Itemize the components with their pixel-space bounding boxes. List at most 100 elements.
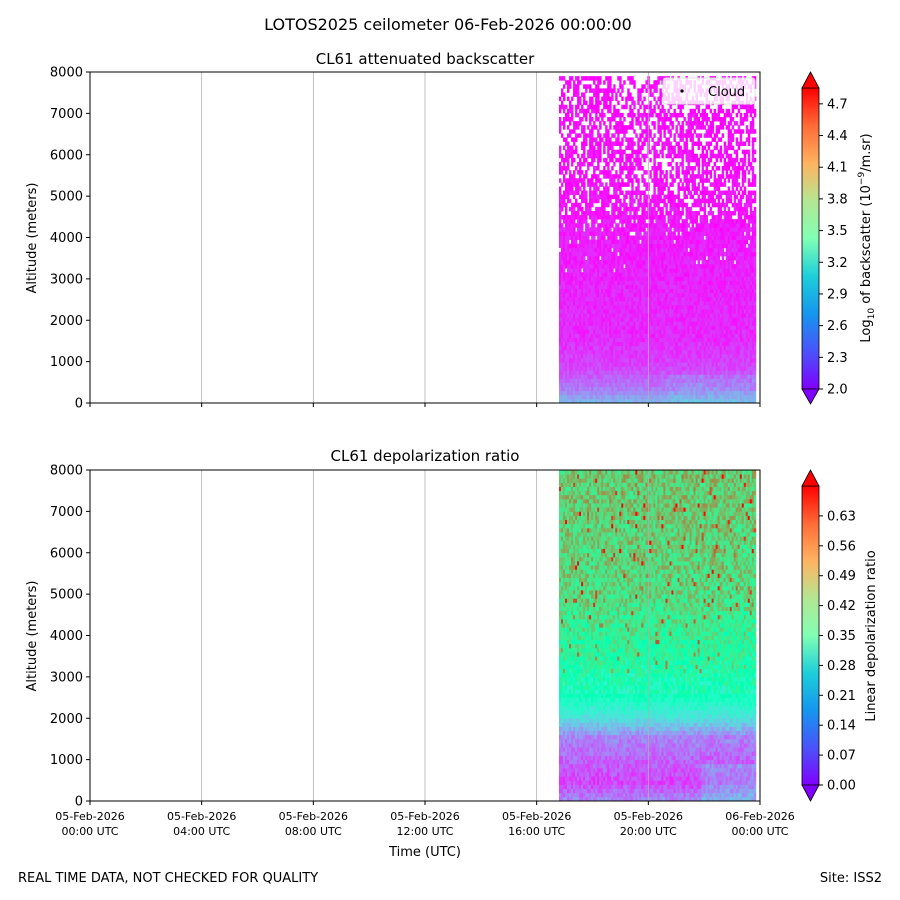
heatmap-cell [559,125,562,130]
heatmap-cell [563,145,566,151]
heatmap-cell [693,366,696,371]
heatmap-cell [653,362,656,367]
heatmap-cell [711,341,715,347]
heatmap-cell [629,108,632,114]
heatmap-cell [695,202,698,208]
heatmap-cell [627,390,630,396]
heatmap-cell [587,304,590,310]
heatmap-cell [625,341,628,347]
heatmap-cell [583,215,586,220]
heatmap-cell [611,276,614,281]
heatmap-cell [673,317,676,322]
heatmap-cell [569,170,572,175]
heatmap-cell [639,366,642,371]
heatmap-cell [619,174,622,179]
heatmap-cell [583,325,586,330]
heatmap-cell [649,394,652,400]
heatmap-cell [637,117,640,122]
heatmap-cell [597,231,600,236]
heatmap-cell [695,247,698,253]
heatmap-cell [621,329,624,334]
heatmap-cell [605,194,608,200]
heatmap-cell [563,288,566,294]
heatmap-cell [583,210,586,216]
heatmap-cell [595,194,598,200]
heatmap-cell [711,398,715,403]
heatmap-cell [609,88,612,93]
heatmap-cell [571,129,574,134]
heatmap-cell [675,247,678,253]
heatmap-cell [707,390,711,396]
heatmap-cell [687,325,690,330]
heatmap-cell [645,272,648,277]
heatmap-cell [603,317,606,322]
heatmap-cell [665,390,668,396]
heatmap-cell [575,178,578,183]
heatmap-cell [623,358,626,363]
heatmap-cell [613,366,616,371]
heatmap-cell [579,374,582,379]
heatmap-cell [653,231,656,236]
heatmap-cell [687,272,690,277]
heatmap-cell [585,370,588,375]
heatmap-cell [707,284,711,289]
heatmap-cell [569,108,572,114]
heatmap-cell [609,104,612,110]
heatmap-cell [625,251,628,257]
heatmap-cell [573,141,576,146]
heatmap-cell [651,300,654,306]
heatmap-cell [659,247,662,253]
heatmap-cell [609,284,612,289]
heatmap-cell [585,309,588,314]
heatmap-cell [575,76,578,81]
heatmap-cell [641,317,644,322]
heatmap-cell [705,104,709,110]
heatmap-cell [631,276,634,281]
heatmap-cell [679,313,682,318]
heatmap-cell [655,231,658,236]
heatmap-cell [589,394,592,400]
heatmap-cell [613,300,616,306]
heatmap-cell [675,223,678,228]
heatmap-cell [559,353,562,359]
heatmap-cell [639,349,642,355]
heatmap-cell [639,202,642,208]
heatmap-cell [611,366,614,371]
heatmap-cell [607,382,610,388]
heatmap-cell [639,219,642,224]
heatmap-cell [637,255,640,261]
heatmap-cell [605,157,608,163]
heatmap-cell [561,333,564,339]
heatmap-cell [625,161,628,167]
heatmap-cell [639,231,642,236]
heatmap-cell [655,166,658,171]
heatmap-cell [587,349,590,355]
heatmap-cell [665,292,668,298]
heatmap-cell [657,80,660,85]
heatmap-cell [607,153,610,159]
heatmap-cell [671,219,674,224]
heatmap-cell [563,121,566,126]
heatmap-cell [673,112,676,118]
heatmap-cell [655,264,658,269]
heatmap-cell [565,235,568,240]
heatmap-cell [559,206,562,212]
heatmap-cell [601,321,604,326]
heatmap-cell [563,353,566,359]
heatmap-cell [635,304,638,310]
heatmap-cell [687,333,690,339]
heatmap-cell [625,268,628,273]
heatmap-cell [623,309,626,314]
heatmap-cell [609,174,612,179]
heatmap-cell [589,309,592,314]
heatmap-cell [603,300,606,306]
heatmap-cell [567,141,570,146]
heatmap-cell [573,378,576,383]
heatmap-cell [559,145,562,151]
heatmap-cell [693,251,696,257]
heatmap-cell [661,272,664,277]
heatmap-cell [657,125,660,130]
heatmap-cell [585,268,588,273]
heatmap-cell [687,276,690,281]
heatmap-cell [707,227,711,232]
